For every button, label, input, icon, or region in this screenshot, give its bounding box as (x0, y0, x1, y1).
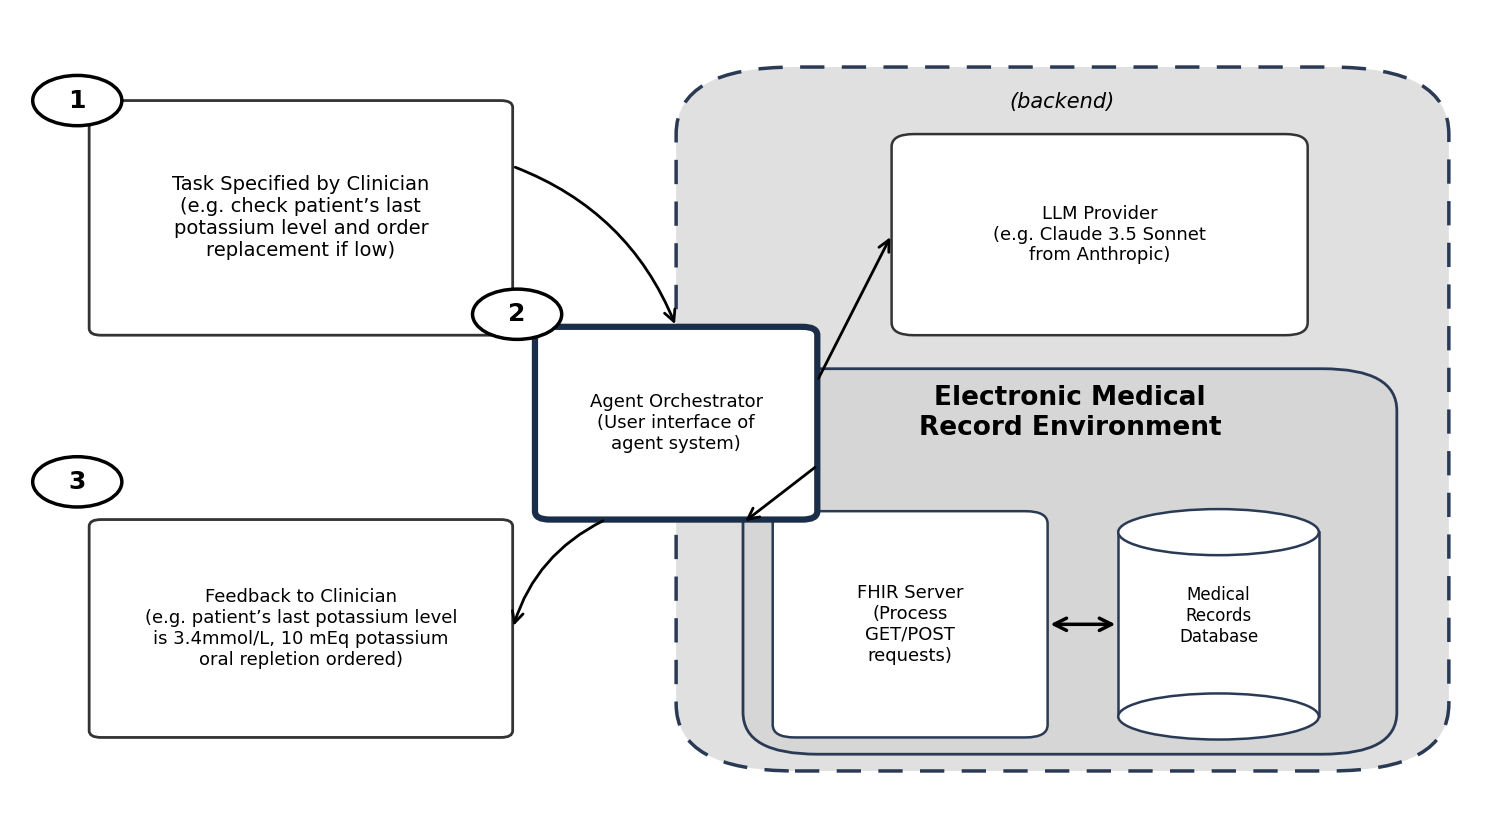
FancyBboxPatch shape (89, 520, 513, 737)
Text: Task Specified by Clinician
(e.g. check patient’s last
potassium level and order: Task Specified by Clinician (e.g. check … (172, 175, 429, 261)
FancyBboxPatch shape (1117, 532, 1320, 716)
Circle shape (33, 75, 122, 126)
Text: Electronic Medical
Record Environment: Electronic Medical Record Environment (918, 385, 1221, 442)
FancyBboxPatch shape (535, 327, 817, 520)
Text: 2: 2 (508, 303, 526, 326)
Circle shape (473, 289, 562, 339)
FancyBboxPatch shape (676, 67, 1449, 771)
Text: Medical
Records
Database: Medical Records Database (1178, 586, 1259, 646)
Text: 3: 3 (68, 470, 86, 494)
FancyBboxPatch shape (773, 511, 1048, 737)
Text: Agent Orchestrator
(User interface of
agent system): Agent Orchestrator (User interface of ag… (590, 393, 762, 453)
Text: FHIR Server
(Process
GET/POST
requests): FHIR Server (Process GET/POST requests) (857, 584, 963, 665)
Circle shape (33, 457, 122, 507)
Text: 1: 1 (68, 89, 86, 112)
Text: (backend): (backend) (1010, 92, 1114, 112)
FancyBboxPatch shape (892, 134, 1308, 335)
FancyBboxPatch shape (89, 101, 513, 335)
Ellipse shape (1117, 509, 1320, 555)
Text: Feedback to Clinician
(e.g. patient’s last potassium level
is 3.4mmol/L, 10 mEq : Feedback to Clinician (e.g. patient’s la… (144, 588, 458, 669)
Ellipse shape (1117, 694, 1320, 739)
FancyBboxPatch shape (743, 369, 1397, 754)
Text: LLM Provider
(e.g. Claude 3.5 Sonnet
from Anthropic): LLM Provider (e.g. Claude 3.5 Sonnet fro… (993, 204, 1207, 265)
